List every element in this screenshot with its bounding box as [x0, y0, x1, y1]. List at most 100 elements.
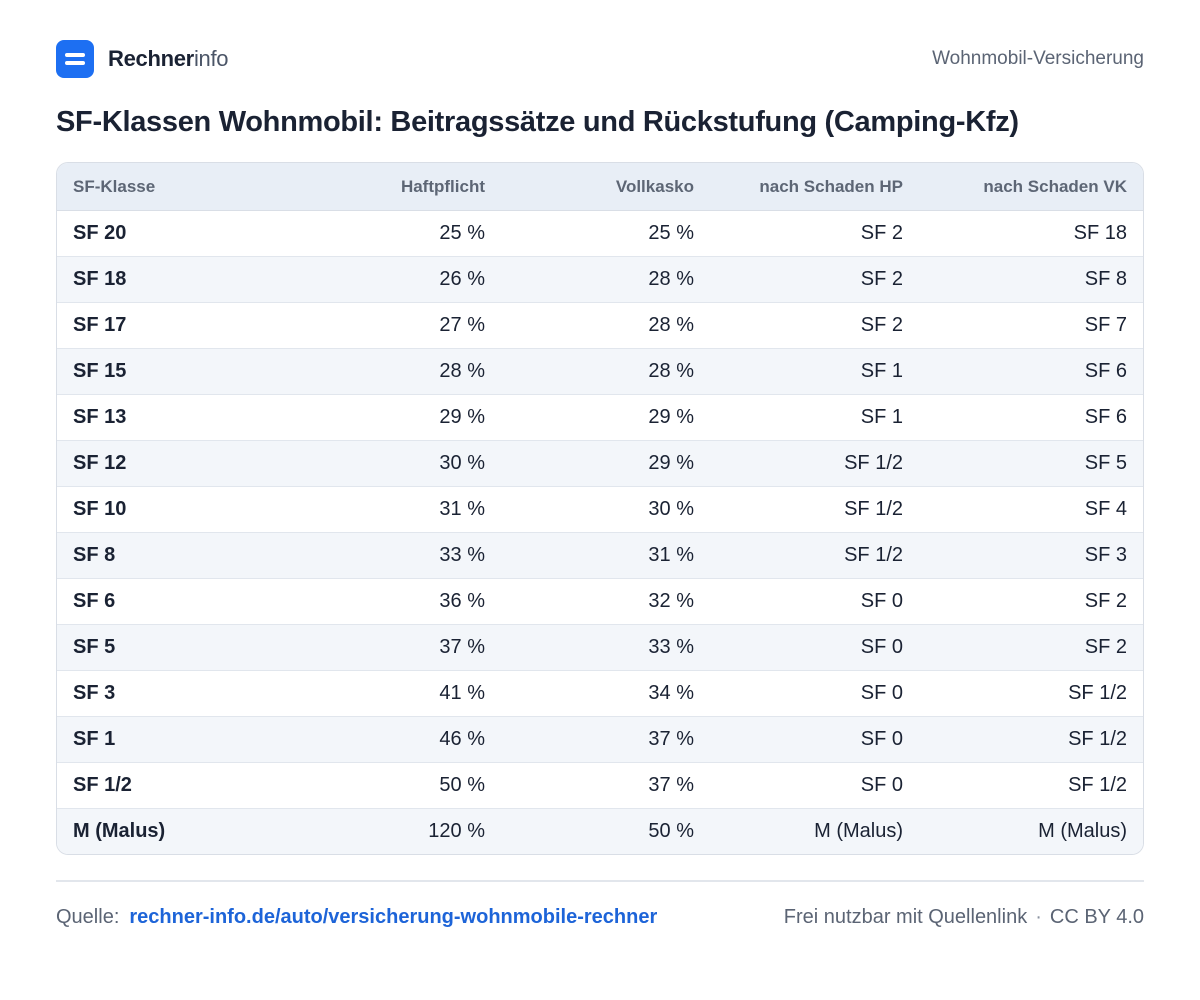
header: Rechnerinfo Wohnmobil-Versicherung — [56, 40, 1144, 80]
table-cell: SF 0 — [710, 716, 919, 763]
license-text: Frei nutzbar mit Quellenlink — [783, 906, 1028, 928]
table-cell: 28 % — [501, 302, 710, 349]
table-cell: SF 2 — [919, 624, 1143, 671]
table-cell: 37 % — [501, 762, 710, 809]
table-cell: 28 % — [501, 256, 710, 303]
table-row: SF 6 36 % 32 % SF 0 SF 2 — [57, 578, 1143, 625]
table-row: SF 1 46 % 37 % SF 0 SF 1/2 — [57, 716, 1143, 763]
table-cell: SF 0 — [710, 670, 919, 717]
sf-class-table: SF-Klasse Haftpflicht Vollkasko nach Sch… — [56, 162, 1144, 855]
table-cell: 25 % — [292, 210, 501, 257]
table-cell: SF 2 — [919, 578, 1143, 625]
sf-class-cell: M (Malus) — [57, 808, 292, 854]
table-cell: 31 % — [501, 532, 710, 579]
brand-name: Rechnerinfo — [108, 40, 229, 78]
table-cell: SF 8 — [919, 256, 1143, 303]
table-cell: 33 % — [501, 624, 710, 671]
equals-icon — [56, 40, 94, 78]
table-cell: 41 % — [292, 670, 501, 717]
column-header: nach Schaden VK — [919, 163, 1143, 211]
footer: Quelle: rechner-info.de/auto/versicherung… — [56, 906, 1144, 934]
table-cell: 30 % — [292, 440, 501, 487]
table-cell: 46 % — [292, 716, 501, 763]
sf-class-cell: SF 1 — [57, 716, 292, 763]
sf-class-cell: SF 6 — [57, 578, 292, 625]
table-cell: 33 % — [292, 532, 501, 579]
column-header: Vollkasko — [501, 163, 710, 211]
table-cell: 32 % — [501, 578, 710, 625]
table-cell: 28 % — [292, 348, 501, 395]
sf-class-cell: SF 1/2 — [57, 762, 292, 809]
table-cell: 37 % — [501, 716, 710, 763]
page-title: SF-Klassen Wohnmobil: Beitragssätze und … — [56, 106, 1019, 138]
table-cell: SF 1/2 — [710, 532, 919, 579]
column-header: Haftpflicht — [292, 163, 501, 211]
table-cell: SF 1/2 — [919, 670, 1143, 717]
source-label: Quelle: — [56, 906, 120, 928]
sf-class-cell: SF 5 — [57, 624, 292, 671]
table-cell: SF 1 — [710, 348, 919, 395]
table-cell: SF 0 — [710, 624, 919, 671]
sf-class-cell: SF 10 — [57, 486, 292, 533]
sf-class-cell: SF 3 — [57, 670, 292, 717]
brand-name-bold: Rechner — [108, 46, 194, 71]
table-cell: 29 % — [501, 440, 710, 487]
table-row: SF 18 26 % 28 % SF 2 SF 8 — [57, 256, 1143, 303]
table-row: SF 17 27 % 28 % SF 2 SF 7 — [57, 302, 1143, 349]
table-cell: SF 1/2 — [919, 716, 1143, 763]
table-row: SF 10 31 % 30 % SF 1/2 SF 4 — [57, 486, 1143, 533]
table-cell: SF 1/2 — [710, 440, 919, 487]
source-line: Quelle: rechner-info.de/auto/versicherung… — [56, 906, 657, 929]
table-row: M (Malus) 120 % 50 % M (Malus) M (Malus) — [57, 808, 1143, 854]
table-cell: 30 % — [501, 486, 710, 533]
table-cell: SF 1/2 — [710, 486, 919, 533]
table-cell: SF 3 — [919, 532, 1143, 579]
category-label: Wohnmobil-Versicherung — [932, 48, 1144, 69]
table-cell: SF 1 — [710, 394, 919, 441]
table-cell: 50 % — [501, 808, 710, 854]
separator: · — [1035, 906, 1042, 928]
table-cell: 34 % — [501, 670, 710, 717]
table-cell: 27 % — [292, 302, 501, 349]
table-cell: 29 % — [292, 394, 501, 441]
table-cell: SF 2 — [710, 302, 919, 349]
table-cell: 28 % — [501, 348, 710, 395]
license-line: Frei nutzbar mit Quellenlink · CC BY 4.0 — [784, 906, 1144, 929]
column-header: nach Schaden HP — [710, 163, 919, 211]
table-row: SF 13 29 % 29 % SF 1 SF 6 — [57, 394, 1143, 441]
sf-class-cell: SF 8 — [57, 532, 292, 579]
source-link[interactable]: rechner-info.de/auto/versicherung-wohnmo… — [129, 906, 658, 928]
table-cell: 120 % — [292, 808, 501, 854]
table-cell: M (Malus) — [919, 808, 1143, 854]
table-cell: SF 6 — [919, 348, 1143, 395]
license-badge: CC BY 4.0 — [1049, 906, 1144, 928]
sf-class-cell: SF 20 — [57, 210, 292, 257]
sf-class-cell: SF 13 — [57, 394, 292, 441]
table-cell: 36 % — [292, 578, 501, 625]
table-header-row: SF-Klasse Haftpflicht Vollkasko nach Sch… — [57, 163, 1143, 211]
table-row: SF 12 30 % 29 % SF 1/2 SF 5 — [57, 440, 1143, 487]
table-cell: SF 6 — [919, 394, 1143, 441]
table-cell: 31 % — [292, 486, 501, 533]
sf-class-cell: SF 17 — [57, 302, 292, 349]
table-cell: SF 18 — [919, 210, 1143, 257]
table-cell: SF 2 — [710, 256, 919, 303]
table-cell: SF 7 — [919, 302, 1143, 349]
table-row: SF 1/2 50 % 37 % SF 0 SF 1/2 — [57, 762, 1143, 809]
table-cell: SF 0 — [710, 578, 919, 625]
table-row: SF 15 28 % 28 % SF 1 SF 6 — [57, 348, 1143, 395]
sf-class-cell: SF 15 — [57, 348, 292, 395]
table-row: SF 5 37 % 33 % SF 0 SF 2 — [57, 624, 1143, 671]
brand-logo[interactable]: Rechnerinfo — [56, 40, 229, 78]
table-cell: SF 1/2 — [919, 762, 1143, 809]
table-cell: SF 4 — [919, 486, 1143, 533]
sf-class-cell: SF 12 — [57, 440, 292, 487]
table-cell: SF 0 — [710, 762, 919, 809]
table-cell: 26 % — [292, 256, 501, 303]
table-cell: 25 % — [501, 210, 710, 257]
table-cell: SF 5 — [919, 440, 1143, 487]
footer-divider — [56, 880, 1144, 882]
table-row: SF 20 25 % 25 % SF 2 SF 18 — [57, 210, 1143, 257]
table-cell: SF 2 — [710, 210, 919, 257]
table-cell: M (Malus) — [710, 808, 919, 854]
